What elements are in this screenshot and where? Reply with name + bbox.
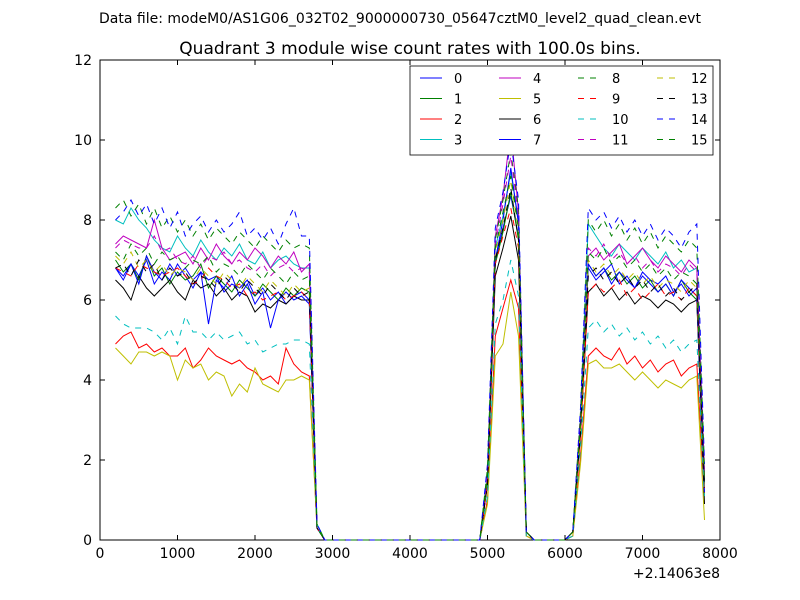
legend-label-14: 14 [691,113,708,128]
y-tick-label: 0 [83,533,92,549]
legend-label-15: 15 [691,134,708,149]
legend-label-2: 2 [454,113,462,128]
legend-label-7: 7 [533,134,541,149]
legend-label-0: 0 [454,72,462,87]
legend-label-11: 11 [612,134,629,149]
chart-title: Quadrant 3 module wise count rates with … [179,39,640,59]
series-line-11 [115,155,705,541]
y-tick-label: 8 [83,213,92,229]
legend-label-10: 10 [612,113,629,128]
legend-label-13: 13 [691,93,708,108]
legend-label-9: 9 [612,93,620,108]
series-line-12 [115,179,705,541]
legend-label-6: 6 [533,113,541,128]
x-tick-label: 8000 [702,546,738,562]
y-tick-label: 2 [83,453,92,469]
y-tick-label: 4 [83,373,92,389]
y-tick-label: 12 [74,53,92,69]
series-line-8 [115,151,705,541]
x-tick-label: 6000 [547,546,583,562]
legend-label-4: 4 [533,72,541,87]
legend-label-8: 8 [612,72,620,87]
legend-label-12: 12 [691,72,708,87]
x-axis: 0 1000 2000 3000 4000 5000 6000 7000 8000 [96,60,738,562]
legend-box [409,65,714,156]
figure-suptitle: Data file: modeM0/AS1G06_032T02_90000007… [99,11,701,27]
x-axis-offset-label: +2.14063e8 [633,566,720,582]
series-line-15 [115,175,705,541]
x-tick-label: 0 [96,546,105,562]
legend-label-1: 1 [454,93,462,108]
x-tick-label: 5000 [470,546,506,562]
x-tick-label: 2000 [237,546,273,562]
y-tick-label: 6 [83,293,92,309]
series-line-13 [115,187,705,541]
legend-label-5: 5 [533,93,541,108]
legend-label-3: 3 [454,134,462,149]
y-tick-label: 10 [74,133,92,149]
x-tick-label: 4000 [392,546,428,562]
x-tick-label: 3000 [315,546,351,562]
x-tick-label: 7000 [625,546,661,562]
x-tick-label: 1000 [160,546,196,562]
